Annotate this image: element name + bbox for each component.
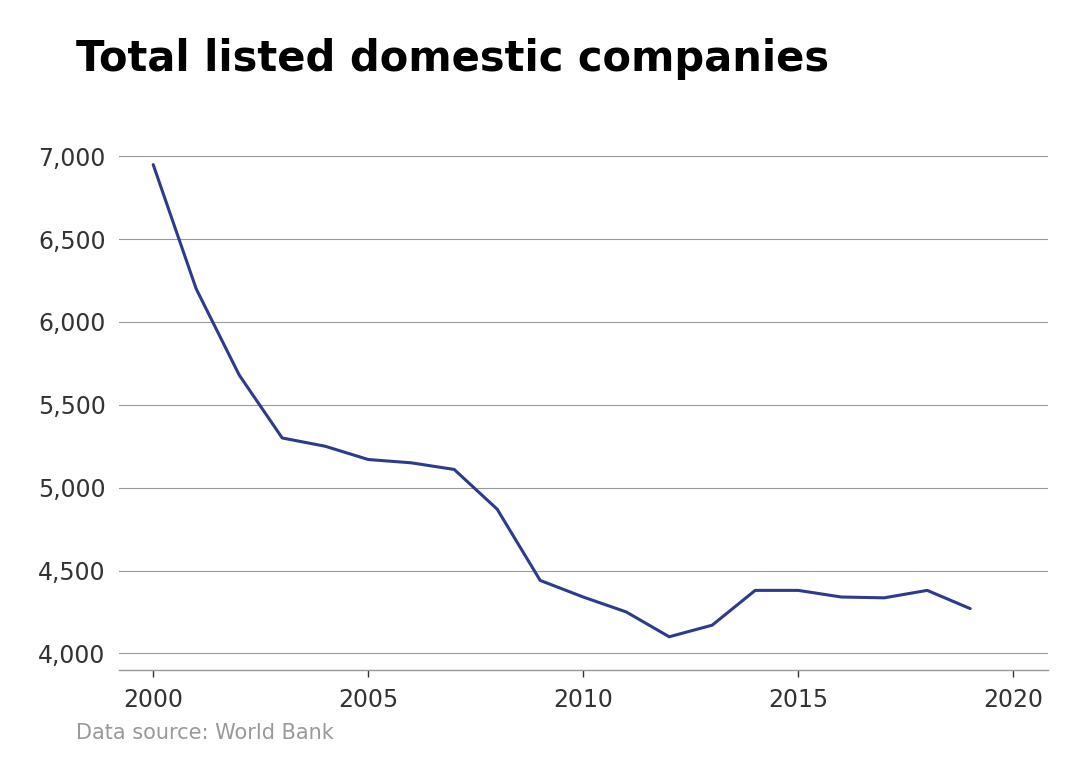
Text: Data source: World Bank: Data source: World Bank bbox=[76, 723, 334, 743]
Text: Total listed domestic companies: Total listed domestic companies bbox=[76, 38, 828, 81]
